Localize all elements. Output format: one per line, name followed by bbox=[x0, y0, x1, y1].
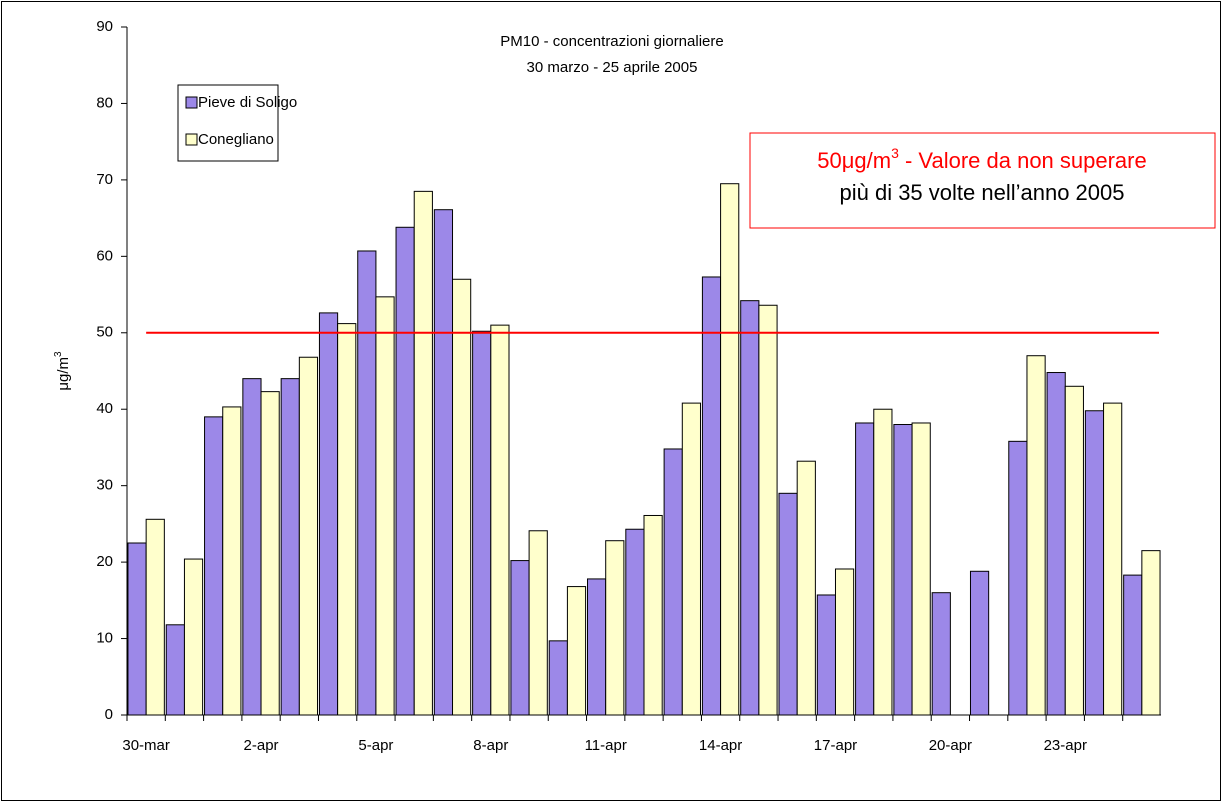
bar bbox=[183, 558, 204, 716]
bar bbox=[701, 276, 722, 716]
y-tick-label: 90 bbox=[96, 18, 113, 35]
bar bbox=[318, 312, 339, 716]
x-tick-label: 30-mar bbox=[122, 737, 170, 754]
bar bbox=[796, 460, 816, 716]
x-tick-label: 2-apr bbox=[244, 737, 279, 754]
y-tick-label: 50 bbox=[96, 324, 113, 341]
bar bbox=[605, 540, 625, 716]
y-tick-label: 60 bbox=[96, 247, 113, 264]
y-tick-label: 0 bbox=[105, 706, 113, 723]
chart-title: PM10 - concentrazioni giornaliere bbox=[500, 33, 723, 50]
y-axis-label: μg/m3 bbox=[53, 351, 72, 391]
bar bbox=[587, 578, 607, 716]
bar bbox=[931, 592, 951, 716]
annotation-sup: 3 bbox=[891, 145, 899, 161]
bar bbox=[1123, 574, 1143, 716]
legend-swatch bbox=[185, 133, 198, 146]
x-tick-label: 20-apr bbox=[929, 737, 972, 754]
bar bbox=[663, 448, 683, 716]
chart-subtitle: 30 marzo - 25 aprile 2005 bbox=[527, 59, 698, 76]
y-axis-label-sup: 3 bbox=[53, 351, 64, 357]
bar bbox=[510, 560, 530, 716]
bar bbox=[816, 594, 836, 716]
y-tick-label: 80 bbox=[96, 94, 113, 111]
bar bbox=[1026, 355, 1046, 716]
bar bbox=[357, 250, 377, 716]
x-tick-label: 17-apr bbox=[814, 737, 857, 754]
bar bbox=[1084, 410, 1105, 716]
y-axis-label-text: μg/m bbox=[55, 357, 72, 391]
bar bbox=[222, 406, 242, 716]
x-tick-label: 23-apr bbox=[1044, 737, 1087, 754]
y-tick-label: 10 bbox=[96, 630, 113, 647]
bar bbox=[413, 190, 433, 716]
bar bbox=[375, 296, 395, 716]
x-tick-label: 5-apr bbox=[358, 737, 393, 754]
annotation-line-2: più di 35 volte nell’anno 2005 bbox=[839, 180, 1124, 205]
bar bbox=[127, 542, 147, 716]
bar bbox=[758, 304, 778, 716]
annotation-rest: - Valore da non superare bbox=[899, 148, 1147, 173]
bar bbox=[1046, 372, 1066, 716]
bar bbox=[778, 492, 798, 716]
legend-label: Pieve di Soligo bbox=[198, 94, 297, 111]
bar bbox=[566, 586, 587, 716]
bar bbox=[204, 416, 224, 716]
bar bbox=[298, 356, 319, 716]
bar bbox=[643, 514, 663, 716]
bar bbox=[740, 300, 760, 716]
bar bbox=[873, 408, 893, 716]
bar bbox=[681, 402, 701, 716]
bar bbox=[472, 330, 492, 716]
bar bbox=[145, 518, 165, 716]
bar bbox=[625, 528, 645, 716]
bar bbox=[1064, 385, 1084, 716]
bar bbox=[1103, 402, 1123, 716]
y-tick-label: 70 bbox=[96, 171, 113, 188]
annotation-lead: 50μg/m bbox=[817, 148, 891, 173]
bar bbox=[548, 640, 568, 716]
bar bbox=[490, 324, 510, 716]
bar bbox=[242, 378, 262, 716]
bar bbox=[720, 183, 740, 716]
y-tick-label: 20 bbox=[96, 553, 113, 570]
x-tick-label: 14-apr bbox=[699, 737, 742, 754]
legend-label: Conegliano bbox=[198, 131, 274, 148]
bar bbox=[834, 568, 855, 716]
bar bbox=[911, 422, 931, 716]
bar bbox=[969, 570, 990, 716]
bar bbox=[165, 624, 185, 716]
bar bbox=[280, 378, 300, 716]
y-tick-label: 30 bbox=[96, 477, 113, 494]
annotation-line-1: 50μg/m3 - Valore da non superare bbox=[817, 145, 1146, 173]
bar bbox=[1141, 550, 1161, 716]
bar bbox=[395, 226, 415, 716]
bar bbox=[452, 278, 472, 716]
annotation-box bbox=[749, 132, 1216, 229]
bar bbox=[433, 209, 454, 716]
bar bbox=[855, 422, 875, 716]
bar bbox=[528, 530, 548, 716]
bar bbox=[260, 391, 280, 716]
bar bbox=[337, 323, 357, 716]
x-tick-label: 11-apr bbox=[585, 737, 627, 754]
bar bbox=[893, 424, 913, 716]
x-tick-label: 8-apr bbox=[473, 737, 508, 754]
bar bbox=[1008, 440, 1028, 716]
legend-swatch bbox=[185, 96, 198, 109]
y-tick-label: 40 bbox=[96, 400, 113, 417]
